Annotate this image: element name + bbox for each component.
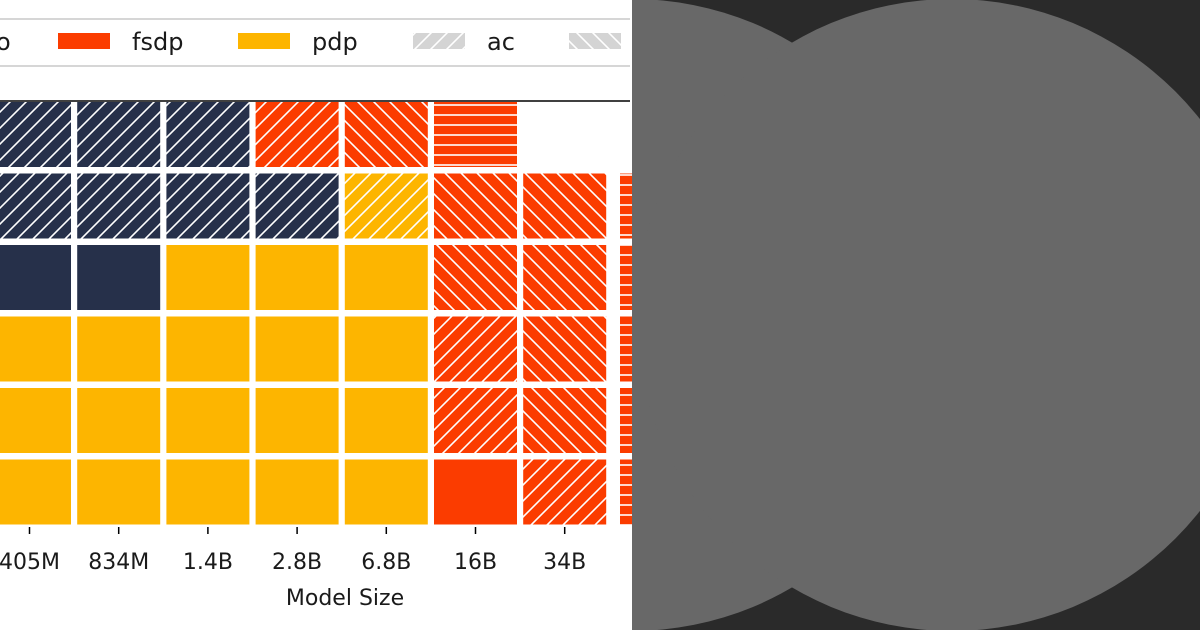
cell-fsdp-edge-r5 [620, 459, 632, 525]
x-tick-label: 34B [543, 550, 586, 575]
cell-fsdp-edge-r3 [620, 316, 632, 382]
cell-fsdp-edge-r1 [620, 173, 632, 239]
legend-label: pdp [312, 28, 358, 56]
cell-dp-r0-c0 [0, 102, 71, 167]
x-tick-label: 16B [454, 550, 497, 575]
cell-dp-r2-c1 [77, 245, 161, 310]
cell-fsdp-r1-c5 [434, 173, 517, 239]
x-axis-label: Model Size [286, 586, 404, 611]
legend-label: o [0, 28, 11, 56]
cell-pdp-r2-c2 [166, 245, 250, 310]
cell-pdp-r1-c4 [344, 173, 428, 239]
cell-pdp-r5-c0 [0, 459, 71, 525]
cell-pdp-r2-c4 [344, 245, 428, 310]
x-axis: 405M 834M 1.4B 2.8B 6.8B 16B 34B Model Size [0, 100, 630, 611]
cell-pdp-r5-c4 [344, 459, 428, 525]
cell-grid [0, 102, 632, 525]
cell-fsdp-r3-c5 [434, 316, 517, 382]
cell-pdp-r4-c4 [344, 388, 428, 453]
cell-pdp-r3-c3 [255, 316, 339, 382]
cell-fsdp-r4-c6 [523, 388, 607, 453]
cell-fsdp-r5-c5 [434, 459, 517, 525]
cell-fsdp-r0-c4 [344, 102, 428, 167]
side-panel [632, 0, 1200, 630]
x-tick-label: 2.8B [272, 550, 322, 575]
cell-fsdp-r3-c6 [523, 316, 607, 382]
cell-fsdp-edge-r4 [620, 388, 632, 453]
cell-fsdp-r5-c6 [523, 459, 607, 525]
x-tick-label: 834M [88, 550, 149, 575]
cell-dp-r1-c3 [255, 173, 339, 239]
cell-pdp-r4-c0 [0, 388, 71, 453]
chart-panel: o fsdp pdp ac 405M 834M 1.4B 2.8B 6.8B 16B 34B Mod… [0, 18, 632, 611]
cell-pdp-r2-c3 [255, 245, 339, 310]
legend-label: ac [487, 28, 515, 56]
half-disc-right [636, 0, 1200, 630]
cell-pdp-r3-c2 [166, 316, 250, 382]
cell-fsdp-r0-c5 [434, 102, 517, 167]
strategy-chart: o fsdp pdp ac 405M 834M 1.4B 2.8B 6.8B 16B 34B Mod… [0, 18, 632, 611]
cell-fsdp-r2-c6 [523, 245, 607, 310]
x-tick-label: 405M [0, 550, 60, 575]
cell-pdp-r4-c2 [166, 388, 250, 453]
cell-pdp-r3-c4 [344, 316, 428, 382]
cell-fsdp-r0-c3 [255, 102, 339, 167]
legend-label: fsdp [132, 28, 183, 56]
cell-pdp-r4-c1 [77, 388, 161, 453]
legend-swatch-pdp [238, 33, 290, 49]
legend: o fsdp pdp ac [0, 18, 630, 67]
legend-swatch-hatch [569, 33, 621, 49]
cell-fsdp-r2-c5 [434, 245, 517, 310]
cell-pdp-r5-c2 [166, 459, 250, 525]
cell-dp-r1-c0 [0, 173, 71, 239]
cell-fsdp-edge-r2 [620, 245, 632, 310]
cell-dp-r0-c1 [77, 102, 161, 167]
cell-pdp-r4-c3 [255, 388, 339, 453]
cell-dp-r2-c0 [0, 245, 71, 310]
cell-dp-r1-c2 [166, 173, 250, 239]
cell-fsdp-r4-c5 [434, 388, 517, 453]
cell-pdp-r5-c1 [77, 459, 161, 525]
cell-dp-r1-c1 [77, 173, 161, 239]
cell-pdp-r3-c1 [77, 316, 161, 382]
legend-swatch-ac [413, 33, 465, 49]
cell-pdp-r5-c3 [255, 459, 339, 525]
x-tick-label: 1.4B [183, 550, 233, 575]
legend-swatch-fsdp [58, 33, 110, 49]
cell-dp-r0-c2 [166, 102, 250, 167]
cell-pdp-r3-c0 [0, 316, 71, 382]
cell-fsdp-r1-c6 [523, 173, 607, 239]
x-tick-label: 6.8B [361, 550, 411, 575]
